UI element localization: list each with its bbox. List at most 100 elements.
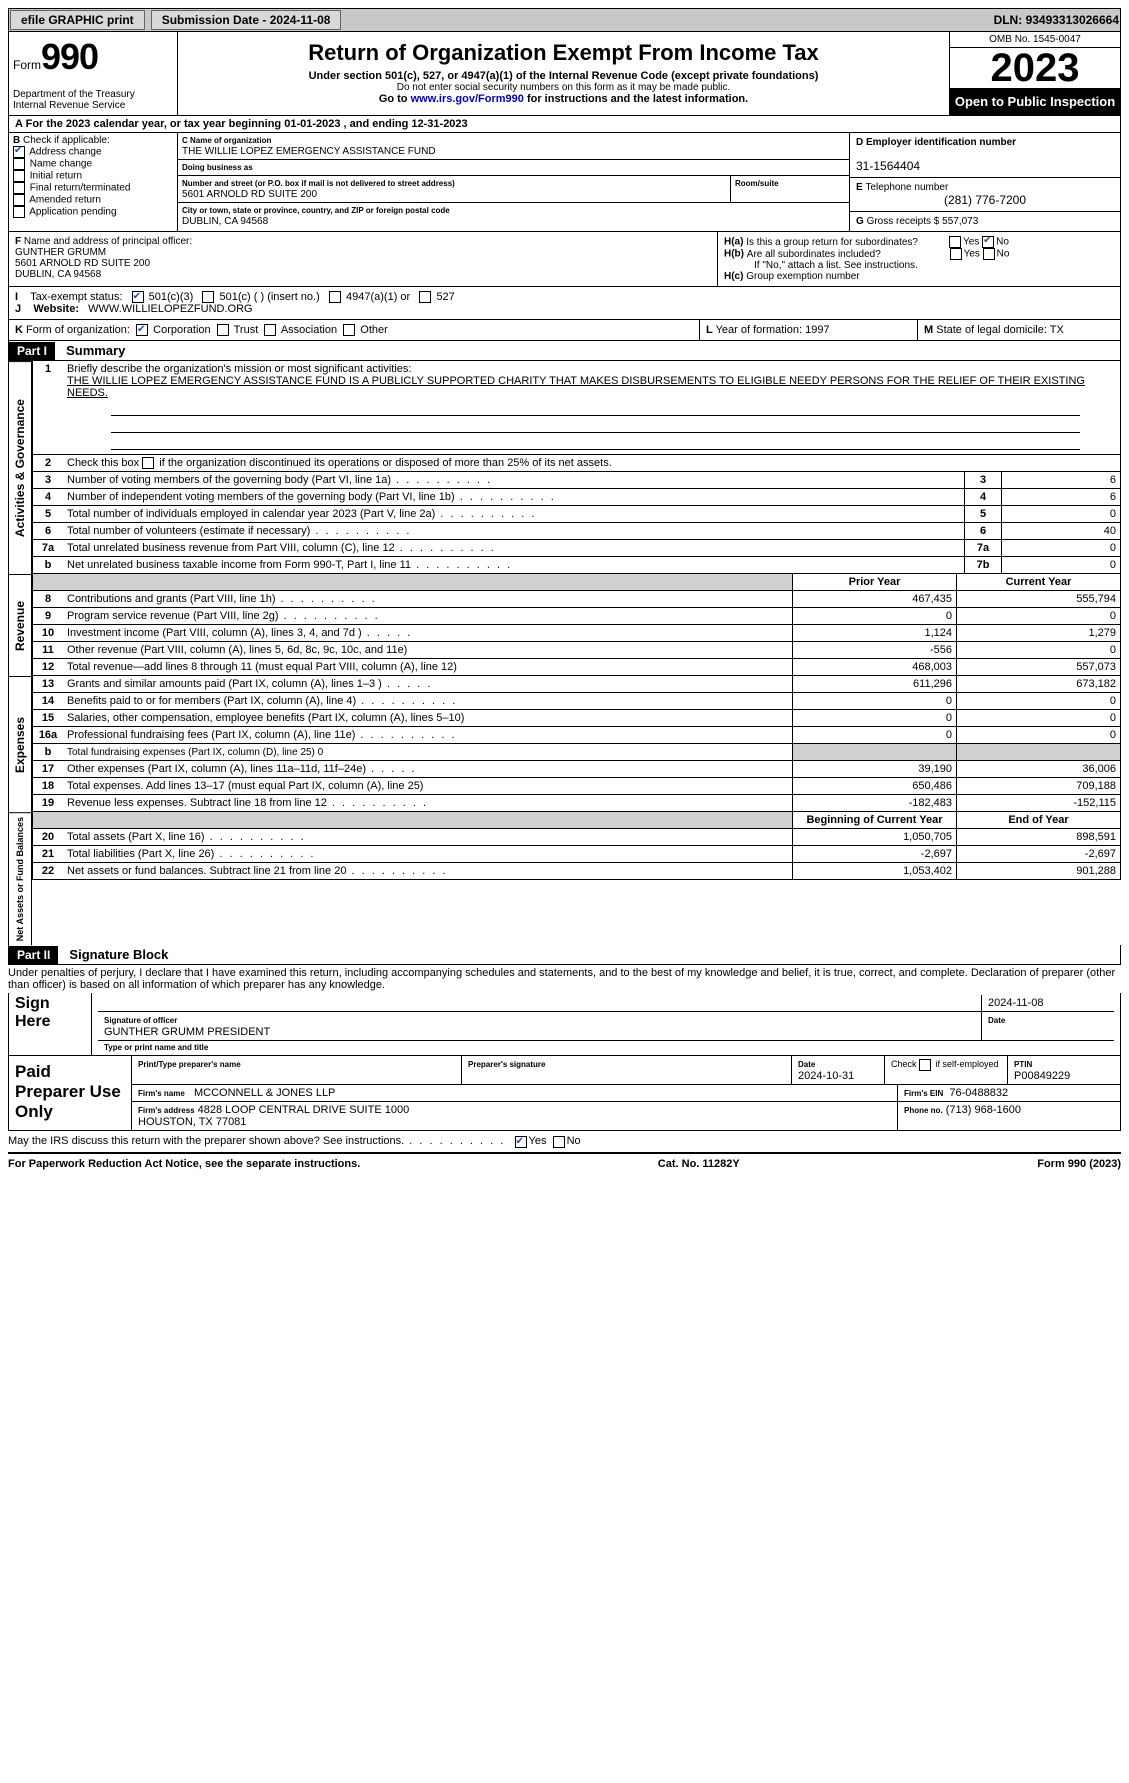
- sig-date: 2024-11-08: [981, 995, 1114, 1011]
- irs-link[interactable]: www.irs.gov/Form990: [411, 93, 524, 105]
- chk-hb-yes[interactable]: [950, 248, 962, 260]
- footer-left: For Paperwork Reduction Act Notice, see …: [8, 1158, 360, 1170]
- table-row: 9Program service revenue (Part VIII, lin…: [33, 608, 1121, 625]
- perjury-declaration: Under penalties of perjury, I declare th…: [8, 965, 1121, 993]
- table-row: 5Total number of individuals employed in…: [33, 506, 1121, 523]
- chk-527[interactable]: [419, 291, 431, 303]
- org-name: THE WILLIE LOPEZ EMERGENCY ASSISTANCE FU…: [182, 146, 436, 157]
- discuss-row: May the IRS discuss this return with the…: [8, 1131, 1121, 1153]
- row-fh: F Name and address of principal officer:…: [8, 232, 1121, 287]
- officer-name: GUNTHER GRUMM: [15, 247, 106, 258]
- tax-year: 2023: [950, 48, 1120, 88]
- chk-self-employed[interactable]: [919, 1059, 931, 1071]
- chk-501c[interactable]: [202, 291, 214, 303]
- dept-treasury: Department of the Treasury Internal Reve…: [13, 89, 173, 111]
- table-row: 17Other expenses (Part IX, column (A), l…: [33, 761, 1121, 778]
- year-formation: 1997: [805, 324, 829, 336]
- revenue-table: Prior YearCurrent Year 8Contributions an…: [32, 574, 1121, 676]
- ptin: P00849229: [1014, 1070, 1070, 1082]
- chk-discuss-no[interactable]: [553, 1136, 565, 1148]
- form-number: Form 990: [13, 36, 173, 78]
- footer-mid: Cat. No. 11282Y: [658, 1158, 740, 1170]
- chk-corp[interactable]: [136, 324, 148, 336]
- row-klm: K Form of organization: Corporation Trus…: [8, 320, 1121, 341]
- state-domicile: TX: [1050, 324, 1064, 336]
- form-title: Return of Organization Exempt From Incom…: [186, 40, 941, 66]
- chk-ha-yes[interactable]: [949, 236, 961, 248]
- mission-text: THE WILLIE LOPEZ EMERGENCY ASSISTANCE FU…: [67, 375, 1085, 399]
- part1-header: Part I Summary: [8, 341, 1121, 361]
- chk-discuss-yes[interactable]: [515, 1136, 527, 1148]
- officer-addr1: 5601 ARNOLD RD SUITE 200: [15, 258, 150, 269]
- form-subtitle-3: Go to www.irs.gov/Form990 for instructio…: [186, 93, 941, 105]
- vtab-governance: Activities & Governance: [8, 361, 32, 574]
- expenses-table: 13Grants and similar amounts paid (Part …: [32, 676, 1121, 812]
- chk-app-pending[interactable]: [13, 206, 25, 218]
- part2-header: Part II Signature Block: [8, 945, 1121, 965]
- line-a: A For the 2023 calendar year, or tax yea…: [8, 116, 1121, 133]
- table-row: 14Benefits paid to or for members (Part …: [33, 693, 1121, 710]
- sign-here-label: Sign Here: [9, 993, 92, 1055]
- firm-phone: (713) 968-1600: [946, 1104, 1021, 1116]
- table-row: 3Number of voting members of the governi…: [33, 472, 1121, 489]
- ty-begin: 01-01-2023: [284, 118, 340, 130]
- chk-discontinued[interactable]: [142, 457, 154, 469]
- table-row: 6Total number of volunteers (estimate if…: [33, 523, 1121, 540]
- table-row: 11Other revenue (Part VIII, column (A), …: [33, 642, 1121, 659]
- paid-preparer-label: Paid Preparer Use Only: [9, 1056, 132, 1130]
- chk-assoc[interactable]: [264, 324, 276, 336]
- efile-button[interactable]: efile GRAPHIC print: [10, 10, 145, 30]
- table-row: bTotal fundraising expenses (Part IX, co…: [33, 744, 1121, 761]
- firm-name: MCCONNELL & JONES LLP: [194, 1087, 335, 1099]
- ty-end: 12-31-2023: [411, 118, 467, 130]
- chk-amended-return[interactable]: [13, 194, 25, 206]
- page-footer: For Paperwork Reduction Act Notice, see …: [8, 1154, 1121, 1174]
- chk-other[interactable]: [343, 324, 355, 336]
- prep-date: 2024-10-31: [798, 1070, 854, 1082]
- table-row: 4Number of independent voting members of…: [33, 489, 1121, 506]
- chk-ha-no[interactable]: [982, 236, 994, 248]
- dln-label: DLN:: [994, 13, 1026, 27]
- org-city: DUBLIN, CA 94568: [182, 216, 268, 227]
- signature-block: Sign Here 2024-11-08 Signature of office…: [8, 993, 1121, 1056]
- chk-final-return[interactable]: [13, 182, 25, 194]
- table-row: 18Total expenses. Add lines 13–17 (must …: [33, 778, 1121, 795]
- table-row: bNet unrelated business taxable income f…: [33, 557, 1121, 574]
- table-row: 15Salaries, other compensation, employee…: [33, 710, 1121, 727]
- ein: 31-1564404: [856, 159, 920, 173]
- table-row: 22Net assets or fund balances. Subtract …: [33, 863, 1121, 880]
- block-bcd: B Check if applicable: Address change Na…: [8, 133, 1121, 232]
- netassets-table: Beginning of Current YearEnd of Year 20T…: [32, 812, 1121, 880]
- table-row: 8Contributions and grants (Part VIII, li…: [33, 591, 1121, 608]
- chk-initial-return[interactable]: [13, 170, 25, 182]
- officer-sig-name: GUNTHER GRUMM PRESIDENT: [104, 1026, 270, 1038]
- subdate-value: 2024-11-08: [270, 13, 331, 27]
- dln: DLN: 93493313026664: [994, 13, 1119, 27]
- open-to-public: Open to Public Inspection: [950, 88, 1120, 115]
- gross-receipts: 557,073: [942, 216, 978, 227]
- table-row: 20Total assets (Part X, line 16)1,050,70…: [33, 829, 1121, 846]
- chk-hb-no[interactable]: [983, 248, 995, 260]
- website: WWW.WILLIELOPEZFUND.ORG: [88, 303, 252, 315]
- table-row: 13Grants and similar amounts paid (Part …: [33, 676, 1121, 693]
- table-row: 19Revenue less expenses. Subtract line 1…: [33, 795, 1121, 812]
- top-bar: efile GRAPHIC print Submission Date - 20…: [8, 8, 1121, 32]
- officer-addr2: DUBLIN, CA 94568: [15, 269, 101, 280]
- chk-trust[interactable]: [217, 324, 229, 336]
- chk-501c3[interactable]: [132, 291, 144, 303]
- governance-table: 1 Briefly describe the organization's mi…: [32, 361, 1121, 574]
- footer-right: Form 990 (2023): [1037, 1158, 1121, 1170]
- chk-4947[interactable]: [329, 291, 341, 303]
- form-header: Form 990 Department of the Treasury Inte…: [8, 32, 1121, 116]
- phone: (281) 776-7200: [944, 193, 1026, 207]
- subdate-label: Submission Date -: [162, 13, 270, 27]
- form-subtitle-1: Under section 501(c), 527, or 4947(a)(1)…: [186, 70, 941, 82]
- table-row: 10Investment income (Part VIII, column (…: [33, 625, 1121, 642]
- vtab-netassets: Net Assets or Fund Balances: [8, 812, 32, 945]
- org-address: 5601 ARNOLD RD SUITE 200: [182, 189, 317, 200]
- chk-name-change[interactable]: [13, 158, 25, 170]
- paid-preparer-block: Paid Preparer Use Only Print/Type prepar…: [8, 1056, 1121, 1131]
- form-subtitle-2: Do not enter social security numbers on …: [186, 82, 941, 93]
- table-row: 16aProfessional fundraising fees (Part I…: [33, 727, 1121, 744]
- chk-address-change[interactable]: [13, 146, 25, 158]
